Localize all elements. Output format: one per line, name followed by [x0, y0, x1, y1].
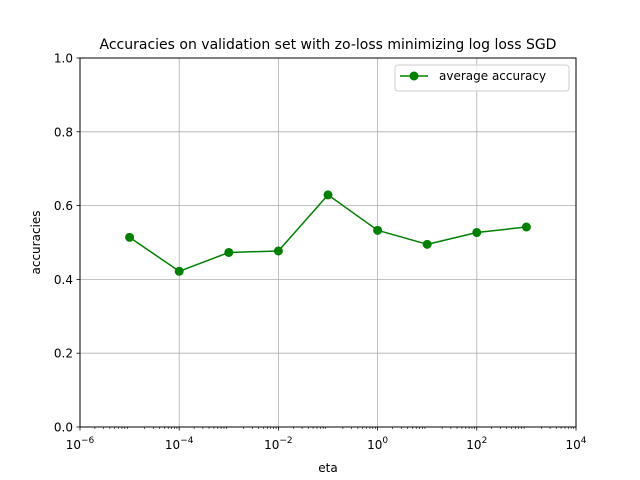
x-tick-label-base: 10 — [367, 438, 382, 452]
x-tick-label-exponent: 0 — [382, 436, 388, 446]
x-axis-label: eta — [318, 461, 337, 475]
data-point — [174, 266, 184, 276]
x-tick-label-exponent: 2 — [482, 436, 488, 446]
x-tick-label-base: 10 — [264, 438, 279, 452]
plot-frame — [79, 57, 577, 428]
y-tick-label: 0.8 — [54, 125, 73, 139]
data-point — [373, 225, 383, 235]
x-tick-label: 100 — [367, 436, 388, 452]
legend: average accuracy — [394, 64, 570, 92]
x-tick-label-exponent: −2 — [279, 436, 292, 446]
data-point — [125, 232, 135, 242]
x-tick-label-base: 10 — [165, 438, 180, 452]
x-tick-label: 10−6 — [66, 436, 95, 452]
series-layer — [125, 190, 531, 276]
x-tick-label-exponent: −4 — [180, 436, 194, 446]
y-tick-label: 1.0 — [54, 52, 73, 66]
data-point — [521, 222, 531, 232]
legend-box — [394, 64, 570, 92]
x-tick-label: 10−4 — [165, 436, 194, 452]
x-tick-label-base: 10 — [466, 438, 481, 452]
legend-marker-swatch — [409, 71, 419, 81]
data-point — [273, 246, 283, 256]
x-tick-label-exponent: 4 — [581, 436, 587, 446]
x-tick-label: 104 — [565, 436, 586, 452]
y-axis-label: accuracies — [29, 210, 43, 274]
data-point — [323, 190, 333, 200]
y-tick-label: 0.6 — [54, 199, 73, 213]
x-tick-label: 10−2 — [264, 436, 293, 452]
data-point — [422, 239, 432, 249]
grid-lines — [79, 57, 577, 428]
y-tick-label: 0.2 — [54, 347, 73, 361]
plot-area-background — [80, 58, 576, 427]
data-point — [472, 228, 482, 238]
x-tick-label: 102 — [466, 436, 487, 452]
x-tick-label-exponent: −6 — [81, 436, 95, 446]
legend-label: average accuracy — [439, 69, 546, 83]
axis-ticks: 0.00.20.40.60.81.010−6 10−4 10−2 100 102 104 — [54, 52, 587, 453]
x-tick-label-base: 10 — [66, 438, 81, 452]
y-tick-label: 0.4 — [54, 273, 73, 287]
y-tick-label: 0.0 — [54, 421, 73, 435]
chart-title: Accuracies on validation set with zo-los… — [100, 37, 557, 53]
x-tick-label-base: 10 — [565, 438, 580, 452]
data-point — [224, 247, 234, 257]
